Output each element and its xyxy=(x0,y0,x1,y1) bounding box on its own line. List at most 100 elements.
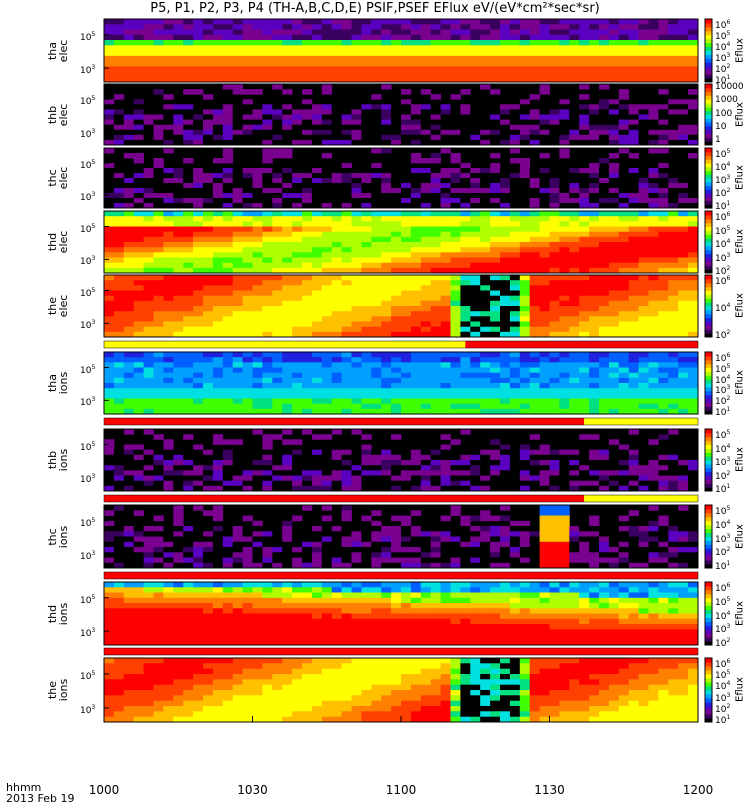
spectrogram-cell xyxy=(173,404,183,410)
spectrogram-cell xyxy=(322,383,332,389)
spectrogram-cell xyxy=(451,61,461,67)
spectrogram-cell xyxy=(411,476,421,482)
spectrogram-cell xyxy=(609,368,619,374)
spectrogram-cell xyxy=(272,455,282,461)
spectrogram-cell xyxy=(579,115,589,121)
spectrogram-cell xyxy=(342,362,352,368)
spectrogram-cell xyxy=(114,45,124,51)
spectrogram-cell xyxy=(510,40,520,46)
spectrogram-cell xyxy=(678,362,688,368)
spectrogram-cell xyxy=(124,531,134,537)
spectrogram-cell xyxy=(431,531,441,537)
spectrogram-cell xyxy=(540,316,550,322)
spectrogram-cell xyxy=(678,296,688,302)
spectrogram-cell xyxy=(490,198,500,203)
spectrogram-cell xyxy=(302,455,312,461)
spectrogram-cell xyxy=(411,198,421,203)
spectrogram-cell xyxy=(639,19,649,25)
spectrogram-cell xyxy=(688,30,698,36)
spectrogram-cell xyxy=(668,429,678,435)
colorbar-segment xyxy=(705,118,712,122)
spectrogram-cell xyxy=(629,460,639,466)
spectrogram-cell xyxy=(470,558,480,564)
spectrogram-cell xyxy=(342,393,352,399)
spectrogram-cell xyxy=(243,237,253,243)
spectrogram-cell xyxy=(124,316,134,322)
spectrogram-cell xyxy=(441,362,451,368)
spectrogram-cell xyxy=(163,61,173,67)
spectrogram-cell xyxy=(262,378,272,384)
spectrogram-cell xyxy=(451,247,461,253)
spectrogram-cell xyxy=(649,481,659,487)
spectrogram-cell xyxy=(292,368,302,374)
spectrogram-cell xyxy=(579,258,589,264)
colorbar-segment xyxy=(705,352,712,356)
spectrogram-cell xyxy=(292,263,302,269)
spectrogram-cell xyxy=(658,61,668,67)
spectrogram-cell xyxy=(342,178,352,183)
spectrogram-cell xyxy=(253,301,263,307)
spectrogram-cell xyxy=(163,263,173,269)
spectrogram-cell xyxy=(451,258,461,264)
spectrogram-cell xyxy=(520,173,530,178)
spectrogram-cell xyxy=(183,51,193,57)
spectrogram-cell xyxy=(213,45,223,51)
spectrogram-cell xyxy=(114,125,124,131)
spectrogram-cell xyxy=(480,125,490,131)
spectrogram-cell xyxy=(361,183,371,188)
spectrogram-cell xyxy=(253,193,263,198)
spectrogram-cell xyxy=(460,19,470,25)
spectrogram-cell xyxy=(233,404,243,410)
spectrogram-cell xyxy=(431,45,441,51)
colorbar-segment xyxy=(705,322,712,326)
spectrogram-cell xyxy=(302,242,312,248)
spectrogram-cell xyxy=(223,393,233,399)
spectrogram-cell xyxy=(658,40,668,46)
spectrogram-cell xyxy=(193,227,203,233)
spectrogram-cell xyxy=(262,531,272,537)
spectrogram-cell xyxy=(134,368,144,374)
spectrogram-cell xyxy=(668,130,678,136)
spectrogram-cell xyxy=(451,542,461,548)
spectrogram-cell xyxy=(243,357,253,363)
spectrogram-cell xyxy=(480,45,490,51)
spectrogram-cell xyxy=(282,72,292,78)
spectrogram-cell xyxy=(609,173,619,178)
spectrogram-cell xyxy=(154,89,164,95)
spectrogram-cell xyxy=(540,30,550,36)
spectrogram-cell xyxy=(233,35,243,41)
spectrogram-cell xyxy=(253,232,263,238)
spectrogram-cell xyxy=(144,183,154,188)
spectrogram-cell xyxy=(183,352,193,358)
spectrogram-cell xyxy=(569,455,579,461)
spectrogram-cell xyxy=(480,306,490,312)
spectrogram-cell xyxy=(500,280,510,286)
spectrogram-cell xyxy=(124,558,134,564)
spectrogram-cell xyxy=(550,296,560,302)
spectrogram-cell xyxy=(302,125,312,131)
spectrogram-cell xyxy=(312,362,322,368)
spectrogram-cell xyxy=(668,306,678,312)
spectrogram-cell xyxy=(480,242,490,248)
spectrogram-cell xyxy=(540,263,550,269)
spectrogram-cell xyxy=(233,306,243,312)
spectrogram-cell xyxy=(441,173,451,178)
spectrogram-cell xyxy=(114,193,124,198)
spectrogram-cell xyxy=(490,327,500,333)
panel-thc-ions xyxy=(104,505,698,569)
spectrogram-cell xyxy=(213,285,223,291)
spectrogram-cell xyxy=(322,470,332,476)
spectrogram-cell xyxy=(480,352,490,358)
spectrogram-cell xyxy=(579,404,589,410)
spectrogram-cell xyxy=(282,285,292,291)
spectrogram-cell xyxy=(302,378,312,384)
spectrogram-cell xyxy=(213,72,223,78)
spectrogram-cell xyxy=(332,352,342,358)
spectrogram-cell xyxy=(163,252,173,258)
spectrogram-cell xyxy=(431,61,441,67)
spectrogram-cell xyxy=(619,72,629,78)
spectrogram-cell xyxy=(401,258,411,264)
spectrogram-cell xyxy=(451,558,461,564)
spectrogram-cell xyxy=(312,383,322,389)
spectrogram-cell xyxy=(599,135,609,141)
